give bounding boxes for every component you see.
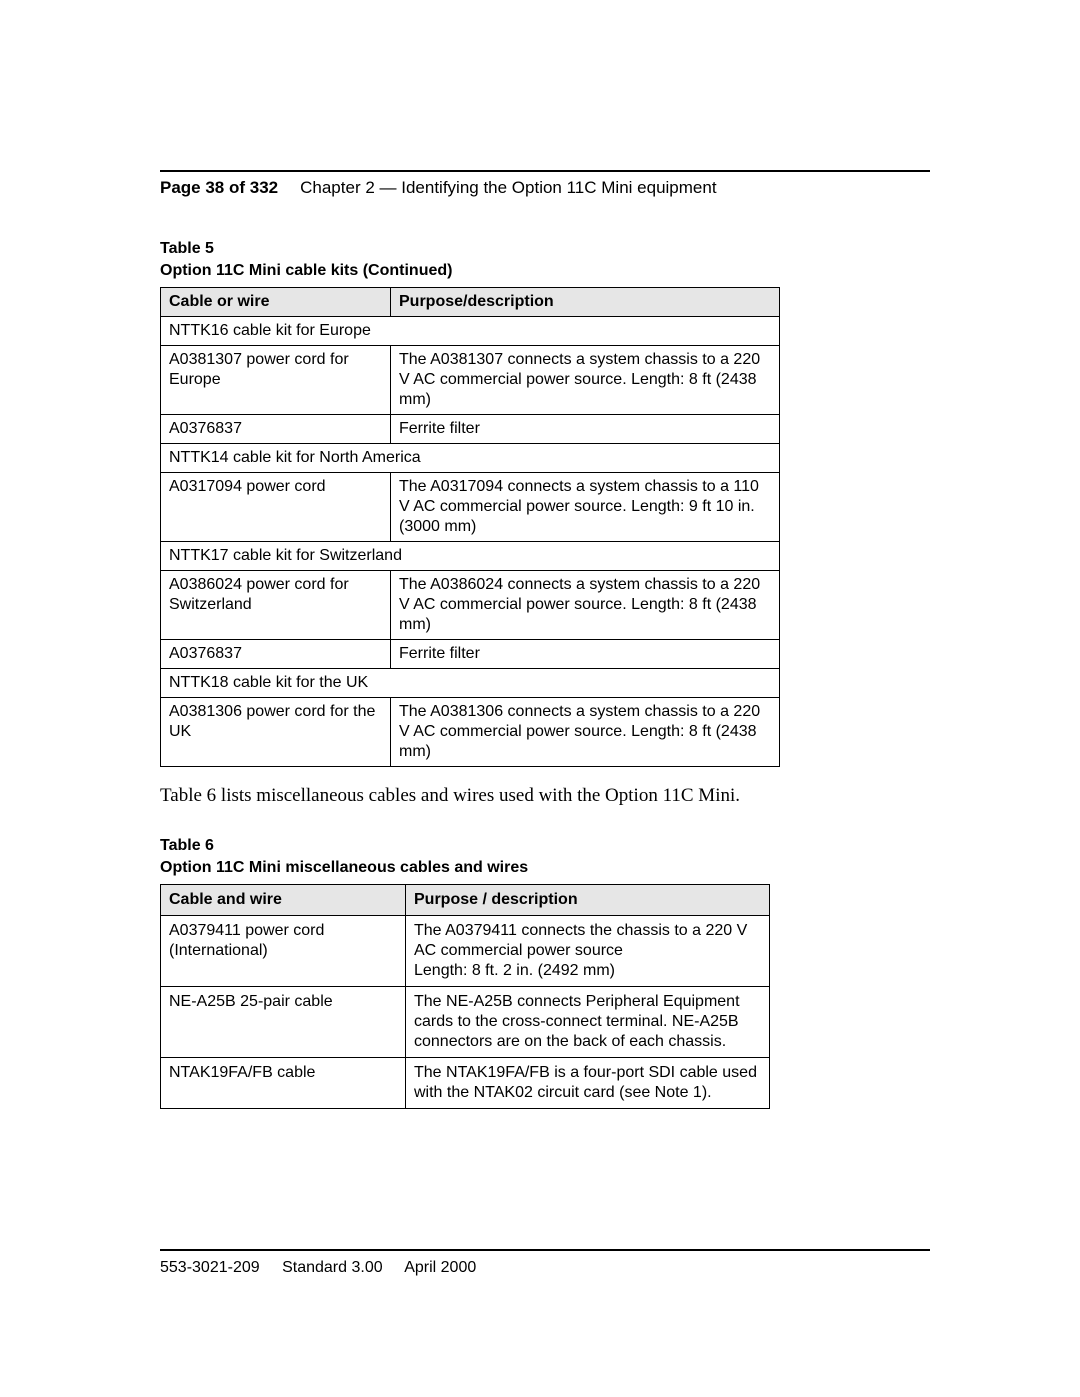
table-cell: NTAK19FA/FB cable: [161, 1058, 406, 1109]
table5-caption-line2: Option 11C Mini cable kits (Continued): [160, 260, 930, 282]
table-cell: A0379411 power cord (International): [161, 916, 406, 987]
table-cell-full: NTTK17 cable kit for Switzerland: [161, 542, 780, 571]
table5-col1-header: Cable or wire: [161, 288, 391, 317]
table-header-row: Cable or wire Purpose/description: [161, 288, 780, 317]
table-row: A0317094 power cordThe A0317094 connects…: [161, 473, 780, 542]
table-cell: A0317094 power cord: [161, 473, 391, 542]
table6-caption-line2: Option 11C Mini miscellaneous cables and…: [160, 857, 930, 879]
footer-standard: Standard 3.00: [282, 1259, 383, 1276]
table-row: A0386024 power cord for SwitzerlandThe A…: [161, 571, 780, 640]
footer-rule: [160, 1249, 930, 1251]
table-cell-full: NTTK18 cable kit for the UK: [161, 669, 780, 698]
table5-caption: Table 5 Option 11C Mini cable kits (Cont…: [160, 238, 930, 281]
chapter-title: Chapter 2 — Identifying the Option 11C M…: [300, 178, 716, 198]
table-cell: A0381307 power cord for Europe: [161, 346, 391, 415]
table-row: A0381307 power cord for EuropeThe A03813…: [161, 346, 780, 415]
document-page: Page 38 of 332 Chapter 2 — Identifying t…: [0, 0, 1080, 1397]
header-rule: [160, 170, 930, 172]
table-cell: The A0381307 connects a system chassis t…: [391, 346, 780, 415]
table-cell-full: NTTK14 cable kit for North America: [161, 444, 780, 473]
table-row: NTAK19FA/FB cableThe NTAK19FA/FB is a fo…: [161, 1058, 770, 1109]
table6-col1-header: Cable and wire: [161, 885, 406, 916]
intro-paragraph: Table 6 lists miscellaneous cables and w…: [160, 785, 930, 807]
footer-date: April 2000: [404, 1259, 476, 1276]
table6: Cable and wire Purpose / description A03…: [160, 884, 770, 1109]
table-cell: The A0317094 connects a system chassis t…: [391, 473, 780, 542]
table5: Cable or wire Purpose/description NTTK16…: [160, 287, 780, 767]
table-cell: A0386024 power cord for Switzerland: [161, 571, 391, 640]
page-footer: 553-3021-209 Standard 3.00 April 2000: [160, 1249, 930, 1277]
footer-text: 553-3021-209 Standard 3.00 April 2000: [160, 1259, 930, 1277]
table-cell: NE-A25B 25-pair cable: [161, 987, 406, 1058]
page-number: Page 38 of 332: [160, 178, 278, 198]
table-row: NTTK14 cable kit for North America: [161, 444, 780, 473]
table-cell: A0376837: [161, 640, 391, 669]
table-row: A0379411 power cord (International)The A…: [161, 916, 770, 987]
table5-col2-header: Purpose/description: [391, 288, 780, 317]
table-header-row: Cable and wire Purpose / description: [161, 885, 770, 916]
table6-caption-line1: Table 6: [160, 835, 930, 857]
table-cell: A0381306 power cord for the UK: [161, 698, 391, 767]
page-header: Page 38 of 332 Chapter 2 — Identifying t…: [160, 178, 930, 198]
table-row: A0376837Ferrite filter: [161, 415, 780, 444]
table-cell: Ferrite filter: [391, 640, 780, 669]
table-cell: The A0381306 connects a system chassis t…: [391, 698, 780, 767]
table-cell: Ferrite filter: [391, 415, 780, 444]
table-cell-full: NTTK16 cable kit for Europe: [161, 317, 780, 346]
table-row: A0376837Ferrite filter: [161, 640, 780, 669]
table5-caption-line1: Table 5: [160, 238, 930, 260]
table-row: NTTK18 cable kit for the UK: [161, 669, 780, 698]
table-row: A0381306 power cord for the UKThe A03813…: [161, 698, 780, 767]
table6-caption: Table 6 Option 11C Mini miscellaneous ca…: [160, 835, 930, 878]
table-cell: A0376837: [161, 415, 391, 444]
footer-docnum: 553-3021-209: [160, 1259, 260, 1276]
table-row: NTTK16 cable kit for Europe: [161, 317, 780, 346]
table6-col2-header: Purpose / description: [406, 885, 770, 916]
table-cell: The NTAK19FA/FB is a four-port SDI cable…: [406, 1058, 770, 1109]
table-row: NE-A25B 25-pair cableThe NE-A25B connect…: [161, 987, 770, 1058]
table-cell: The NE-A25B connects Peripheral Equipmen…: [406, 987, 770, 1058]
table-cell: The A0379411 connects the chassis to a 2…: [406, 916, 770, 987]
table-row: NTTK17 cable kit for Switzerland: [161, 542, 780, 571]
table-cell: The A0386024 connects a system chassis t…: [391, 571, 780, 640]
